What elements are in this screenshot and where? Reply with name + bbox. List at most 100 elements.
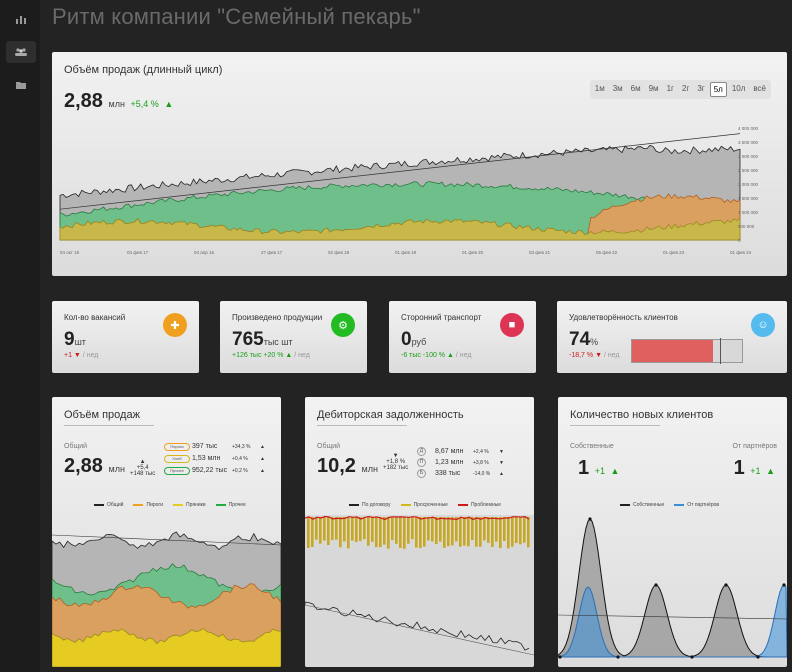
sales-card: Объём продаж Общий 2,88 млн ▲ +5,4 +148 … (52, 397, 281, 667)
problem-line (305, 515, 530, 521)
own-value: 1 +1 ▲ (578, 457, 619, 480)
debts-card: Дебиторская задолженность Общий 10,2 млн… (305, 397, 534, 667)
kpi-value: 74% (569, 329, 598, 351)
overdue-bar (387, 517, 390, 549)
kpi-value-number: 9 (64, 329, 75, 350)
overdue-bar (519, 517, 522, 545)
legend-item[interactable]: Прочее (215, 502, 246, 508)
series-bread (52, 627, 281, 667)
series-value: 397 тыс (192, 443, 218, 450)
contract-line (305, 601, 530, 651)
kpi-title: Произведено продукции (232, 313, 323, 322)
range-option[interactable]: 6м (630, 84, 641, 93)
clients-legend: Собственные От партнёров (620, 502, 719, 508)
range-option[interactable]: 3г (697, 84, 705, 93)
page-title: Ритм компании "Семейный пекарь" (52, 4, 421, 29)
x-tick-label: 02 фев 18 (328, 250, 350, 255)
overdue-bar (339, 517, 342, 548)
legend-item[interactable]: От партнёров (674, 502, 719, 508)
series-pill: Хлеб (164, 455, 190, 463)
up-arrow-icon: ▲ (260, 456, 265, 462)
series-own (558, 518, 787, 658)
bar-chart-icon[interactable] (6, 8, 36, 30)
kpi-value: 0руб (401, 329, 426, 351)
y-tick-label: 0 (738, 238, 741, 243)
x-tick-label: 01 фев 24 (730, 250, 752, 255)
range-option[interactable]: 1м (594, 84, 605, 93)
folder-icon[interactable] (6, 74, 36, 96)
range-option[interactable]: 9м (648, 84, 659, 93)
overdue-bar (435, 517, 438, 545)
series-delta: +34,3 % (232, 444, 251, 450)
kpi-delta-row: +126 тыс +20 % ▲ / нед (232, 352, 310, 359)
range-option[interactable]: всё (753, 84, 766, 93)
overdue-bar (419, 517, 422, 549)
x-tick-label: 01 фев 23 (663, 250, 685, 255)
range-option[interactable]: 10л (731, 84, 746, 93)
overdue-bar (499, 517, 502, 549)
down-arrow-icon: ▼ (593, 352, 604, 359)
debt-type-icon: П (417, 458, 426, 467)
partner-value: 1 +1 ▲ (734, 457, 775, 480)
debt-delta: -14,0 % (473, 471, 491, 477)
y-tick-label: 2 500 000 (738, 168, 759, 173)
person-add-icon: ✚ (163, 313, 187, 337)
long-cycle-chart: 4 000 000 3 500 000 3 000 000 2 500 000 2 00… (59, 126, 759, 255)
y-tick-label: 4 000 000 (738, 126, 759, 131)
range-option[interactable]: 1г (666, 84, 674, 93)
trend-line (305, 604, 534, 656)
kpi-delta: +126 тыс +20 % (232, 352, 284, 359)
legend-item[interactable]: Собственные (620, 502, 664, 508)
kpi-delta-row: +1 ▼ / нед (64, 352, 98, 359)
legend-label: Проблемные (470, 502, 502, 508)
overdue-bar (407, 517, 410, 544)
debt-delta: +3,8 % (473, 460, 489, 466)
range-option[interactable]: 2г (681, 84, 690, 93)
overdue-bar (323, 517, 326, 541)
series-partner (558, 584, 787, 658)
y-tick-label: 500 000 (738, 224, 755, 229)
legend-swatch (173, 504, 184, 506)
users-icon[interactable] (6, 41, 36, 63)
overdue-bar (315, 517, 318, 540)
overdue-bar (423, 517, 426, 547)
sales-delta-abs: +148 тыс (130, 471, 156, 477)
debt-value: 8,67 млн (435, 448, 464, 455)
kpi-unit: шт (74, 337, 86, 347)
clients-card: Количество новых клиентов Собственные 1 … (558, 397, 787, 667)
sidebar (0, 0, 40, 672)
legend-swatch (133, 504, 144, 506)
overdue-bar (431, 517, 434, 542)
truck-icon: ■ (500, 313, 524, 337)
overdue-bar (487, 517, 490, 543)
legend-item[interactable]: Проблемные (457, 502, 502, 508)
legend-item[interactable]: Пироги (133, 502, 163, 508)
legend-item[interactable]: Общий (94, 502, 123, 508)
legend-label: Общий (107, 502, 124, 508)
legend-label: По договору (362, 502, 391, 508)
overdue-bar (395, 517, 398, 544)
debts-legend: По договору Просроченные Проблемные (349, 502, 501, 508)
legend-item[interactable]: Просроченные (400, 502, 448, 508)
y-tick-label: 2 000 000 (738, 182, 759, 187)
debts-label: Общий (317, 443, 341, 450)
data-point (588, 517, 592, 521)
overdue-bar (403, 517, 406, 549)
sales-label: Общий (64, 443, 88, 450)
series-delta: +0,2 % (232, 468, 248, 474)
overdue-bar (307, 517, 310, 549)
trend-line (52, 534, 281, 546)
overdue-bar (491, 517, 494, 547)
x-tick-label: 01 фев 19 (395, 250, 417, 255)
legend-swatch (215, 504, 226, 506)
range-option[interactable]: 5л (709, 82, 727, 97)
data-point (756, 655, 760, 659)
kpi-value-number: 74 (569, 329, 591, 350)
legend-item[interactable]: Пряники (173, 502, 206, 508)
card-title: Количество новых клиентов (570, 409, 714, 421)
legend-label: Пряники (186, 502, 206, 508)
legend-item[interactable]: По договору (349, 502, 391, 508)
overdue-bar (383, 517, 386, 545)
range-option[interactable]: 3м (612, 84, 623, 93)
kpi-delta: +1 (64, 352, 72, 359)
